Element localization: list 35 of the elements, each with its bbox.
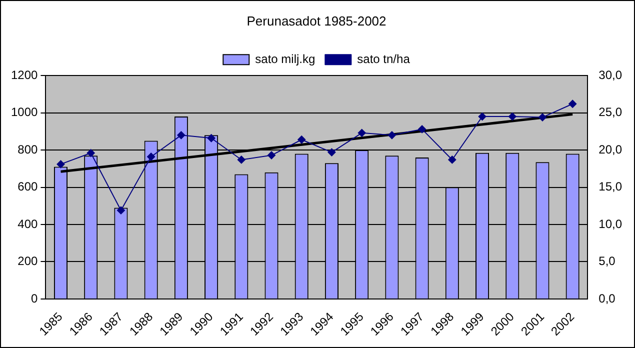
point xyxy=(116,206,125,214)
y2-tick-label: 10,0 xyxy=(598,216,622,231)
y-tick-label: 200 xyxy=(18,254,38,268)
point xyxy=(538,113,546,122)
chart-title: Perunasadot 1985-2002 xyxy=(246,13,386,28)
y2-tick-label: 5,0 xyxy=(598,254,616,268)
y-tick-label: 800 xyxy=(18,142,38,156)
y-tick-label: 400 xyxy=(18,216,38,231)
point xyxy=(478,112,486,121)
point xyxy=(268,151,276,160)
point xyxy=(56,160,65,168)
point xyxy=(388,131,396,140)
point xyxy=(568,100,577,108)
point xyxy=(448,156,456,164)
y-tick-label: 1000 xyxy=(10,105,38,120)
point xyxy=(177,131,186,140)
y-tick-label: 0 xyxy=(31,291,38,306)
point xyxy=(86,149,95,158)
point xyxy=(418,125,426,134)
y2-tick-label: 30,0 xyxy=(598,68,622,82)
y-tick-label: 1200 xyxy=(10,68,38,82)
point xyxy=(237,156,246,164)
y2-tick-label: 20,0 xyxy=(598,142,622,156)
y2-tick-label: 0,0 xyxy=(598,291,616,306)
legend-label: sato milj.kg xyxy=(255,52,316,66)
point xyxy=(328,148,336,156)
y2-tick-label: 25,0 xyxy=(598,105,622,120)
point xyxy=(298,136,306,144)
y-tick-label: 600 xyxy=(18,180,38,194)
point xyxy=(358,128,366,137)
point xyxy=(508,112,516,121)
legend-label: sato tn/ha xyxy=(357,52,410,66)
y2-tick-label: 15,0 xyxy=(598,180,622,194)
point xyxy=(207,134,216,142)
point xyxy=(147,152,156,161)
